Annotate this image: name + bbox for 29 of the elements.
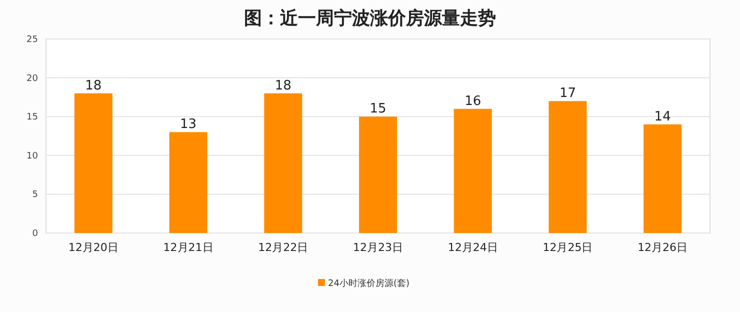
bar xyxy=(74,93,112,233)
x-tick-label: 12月26日 xyxy=(638,241,688,254)
data-label: 16 xyxy=(464,94,482,109)
x-tick-label: 12月23日 xyxy=(353,241,403,254)
data-label: 18 xyxy=(274,78,292,94)
legend-label: 24小时涨价房源(套) xyxy=(328,278,410,289)
y-tick-label: 15 xyxy=(26,112,38,123)
x-tick-label: 12月25日 xyxy=(542,241,593,254)
y-tick-label: 10 xyxy=(26,151,38,162)
data-label: 15 xyxy=(370,102,386,117)
x-tick-label: 12月22日 xyxy=(258,241,308,254)
y-tick-label: 25 xyxy=(26,35,38,45)
chart-title: 图：近一周宁波涨价房源量走势 xyxy=(244,8,496,29)
data-label: 17 xyxy=(559,86,576,102)
bar xyxy=(644,124,682,233)
bar xyxy=(548,101,587,233)
bar xyxy=(169,132,208,233)
bar xyxy=(264,93,302,233)
y-tick-label: 20 xyxy=(26,74,38,84)
y-tick-label: 5 xyxy=(32,190,38,200)
x-tick-label: 12月20日 xyxy=(68,241,118,254)
y-tick-label: 0 xyxy=(32,229,38,239)
data-label: 13 xyxy=(180,117,197,132)
data-label: 14 xyxy=(654,109,671,124)
data-label: 18 xyxy=(85,78,102,94)
x-tick-label: 12月21日 xyxy=(163,241,214,254)
bar xyxy=(454,108,492,233)
bar xyxy=(359,116,397,233)
x-tick-label: 12月24日 xyxy=(448,241,498,254)
